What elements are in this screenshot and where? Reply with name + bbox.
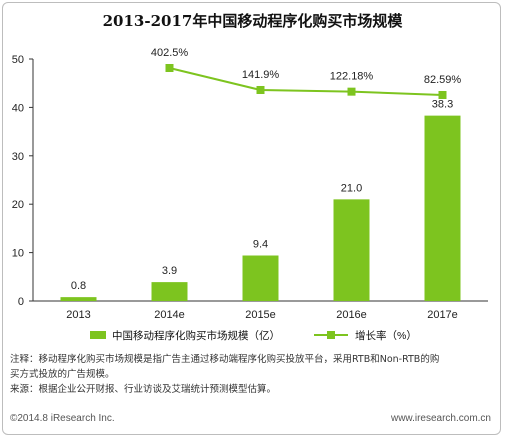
growth-line (169, 67, 443, 96)
bar-value-label: 0.8 (71, 280, 86, 292)
bar-value-label: 38.3 (432, 99, 453, 111)
legend-bar-swatch (90, 331, 106, 339)
legend: 中国移动程序化购买市场规模（亿） 增长率（%） (90, 329, 417, 342)
bar (424, 115, 461, 302)
bar (151, 282, 188, 301)
chart-frame (2, 2, 501, 435)
growth-value-label: 402.5% (151, 47, 189, 59)
note-line-2: 买方式投放的广告规模。 (10, 369, 115, 380)
y-tick-label: 0 (18, 296, 24, 308)
x-tick-label: 2017e (427, 309, 458, 321)
x-tick-label: 2014e (154, 309, 185, 321)
note-line-1: 注释：移动程序化购买市场规模是指广告主通过移动端程序化购买投放平台，采用RTB和… (10, 354, 440, 365)
bar (60, 297, 97, 301)
y-tick-label: 30 (12, 151, 24, 163)
y-tick-label: 10 (12, 248, 24, 260)
bar-value-label: 9.4 (253, 239, 268, 251)
legend-bar-label: 中国移动程序化购买市场规模（亿） (112, 329, 280, 342)
source-line: 来源：根据企业公开财报、行业访谈及艾瑞统计预测模型估算。 (10, 384, 277, 395)
y-tick-label: 20 (12, 199, 24, 211)
growth-value-label: 82.59% (424, 74, 462, 86)
growth-marker (438, 91, 447, 99)
growth-marker (256, 85, 265, 94)
x-tick-label: 2016e (336, 309, 367, 321)
legend-line-marker (327, 331, 335, 339)
footer-copyright: ©2014.8 iResearch Inc. (10, 413, 115, 424)
bar-value-label: 21.0 (341, 182, 362, 194)
x-tick-label: 2013 (66, 309, 90, 321)
growth-marker (347, 87, 356, 96)
y-tick-label: 50 (12, 54, 24, 66)
bar (242, 255, 279, 301)
bar-value-label: 3.9 (162, 265, 177, 277)
growth-value-label: 141.9% (242, 69, 280, 81)
footer-website: www.iresearch.com.cn (390, 413, 491, 424)
bar (333, 199, 370, 301)
legend-line-label: 增长率（%） (355, 329, 417, 342)
chart-title: 2013-2017年中国移动程序化购买市场规模 (102, 12, 403, 30)
growth-marker (165, 64, 174, 72)
bar-line-chart: 0 10 20 30 40 50 2013 2014e 2015e 2016e 2017e 0.8… (12, 47, 488, 342)
growth-value-label: 122.18% (330, 71, 374, 83)
y-tick-label: 40 (12, 102, 24, 114)
x-tick-label: 2015e (245, 309, 276, 321)
